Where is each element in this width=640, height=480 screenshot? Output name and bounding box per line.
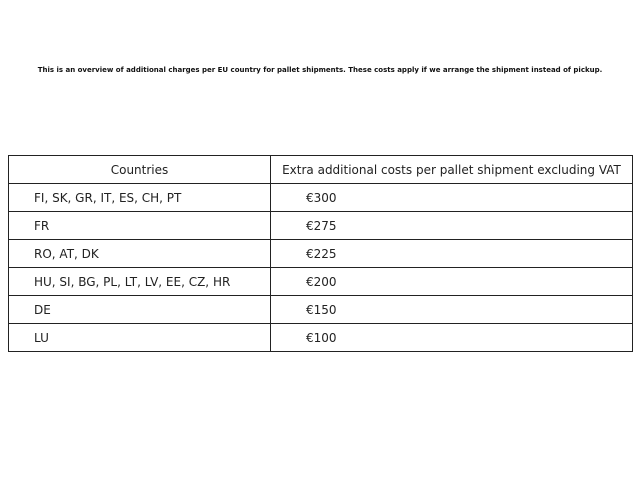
table-row: DE €150	[8, 295, 633, 324]
intro-note: This is an overview of additional charge…	[37, 66, 603, 74]
cost-cell: €100	[270, 323, 633, 352]
cost-cell: €225	[270, 239, 633, 268]
table-header-row: Countries Extra additional costs per pal…	[8, 155, 633, 184]
pallet-costs-table: Countries Extra additional costs per pal…	[8, 155, 633, 352]
countries-cell: DE	[8, 295, 271, 324]
header-extra-costs: Extra additional costs per pallet shipme…	[270, 155, 633, 184]
table-row: LU €100	[8, 323, 633, 352]
countries-cell: HU, SI, BG, PL, LT, LV, EE, CZ, HR	[8, 267, 271, 296]
cost-cell: €200	[270, 267, 633, 296]
countries-cell: FR	[8, 211, 271, 240]
countries-cell: LU	[8, 323, 271, 352]
table-row: FI, SK, GR, IT, ES, CH, PT €300	[8, 183, 633, 212]
table-row: RO, AT, DK €225	[8, 239, 633, 268]
countries-cell: FI, SK, GR, IT, ES, CH, PT	[8, 183, 271, 212]
cost-cell: €275	[270, 211, 633, 240]
countries-cell: RO, AT, DK	[8, 239, 271, 268]
table-row: HU, SI, BG, PL, LT, LV, EE, CZ, HR €200	[8, 267, 633, 296]
cost-cell: €300	[270, 183, 633, 212]
header-countries: Countries	[8, 155, 271, 184]
cost-cell: €150	[270, 295, 633, 324]
table-row: FR €275	[8, 211, 633, 240]
